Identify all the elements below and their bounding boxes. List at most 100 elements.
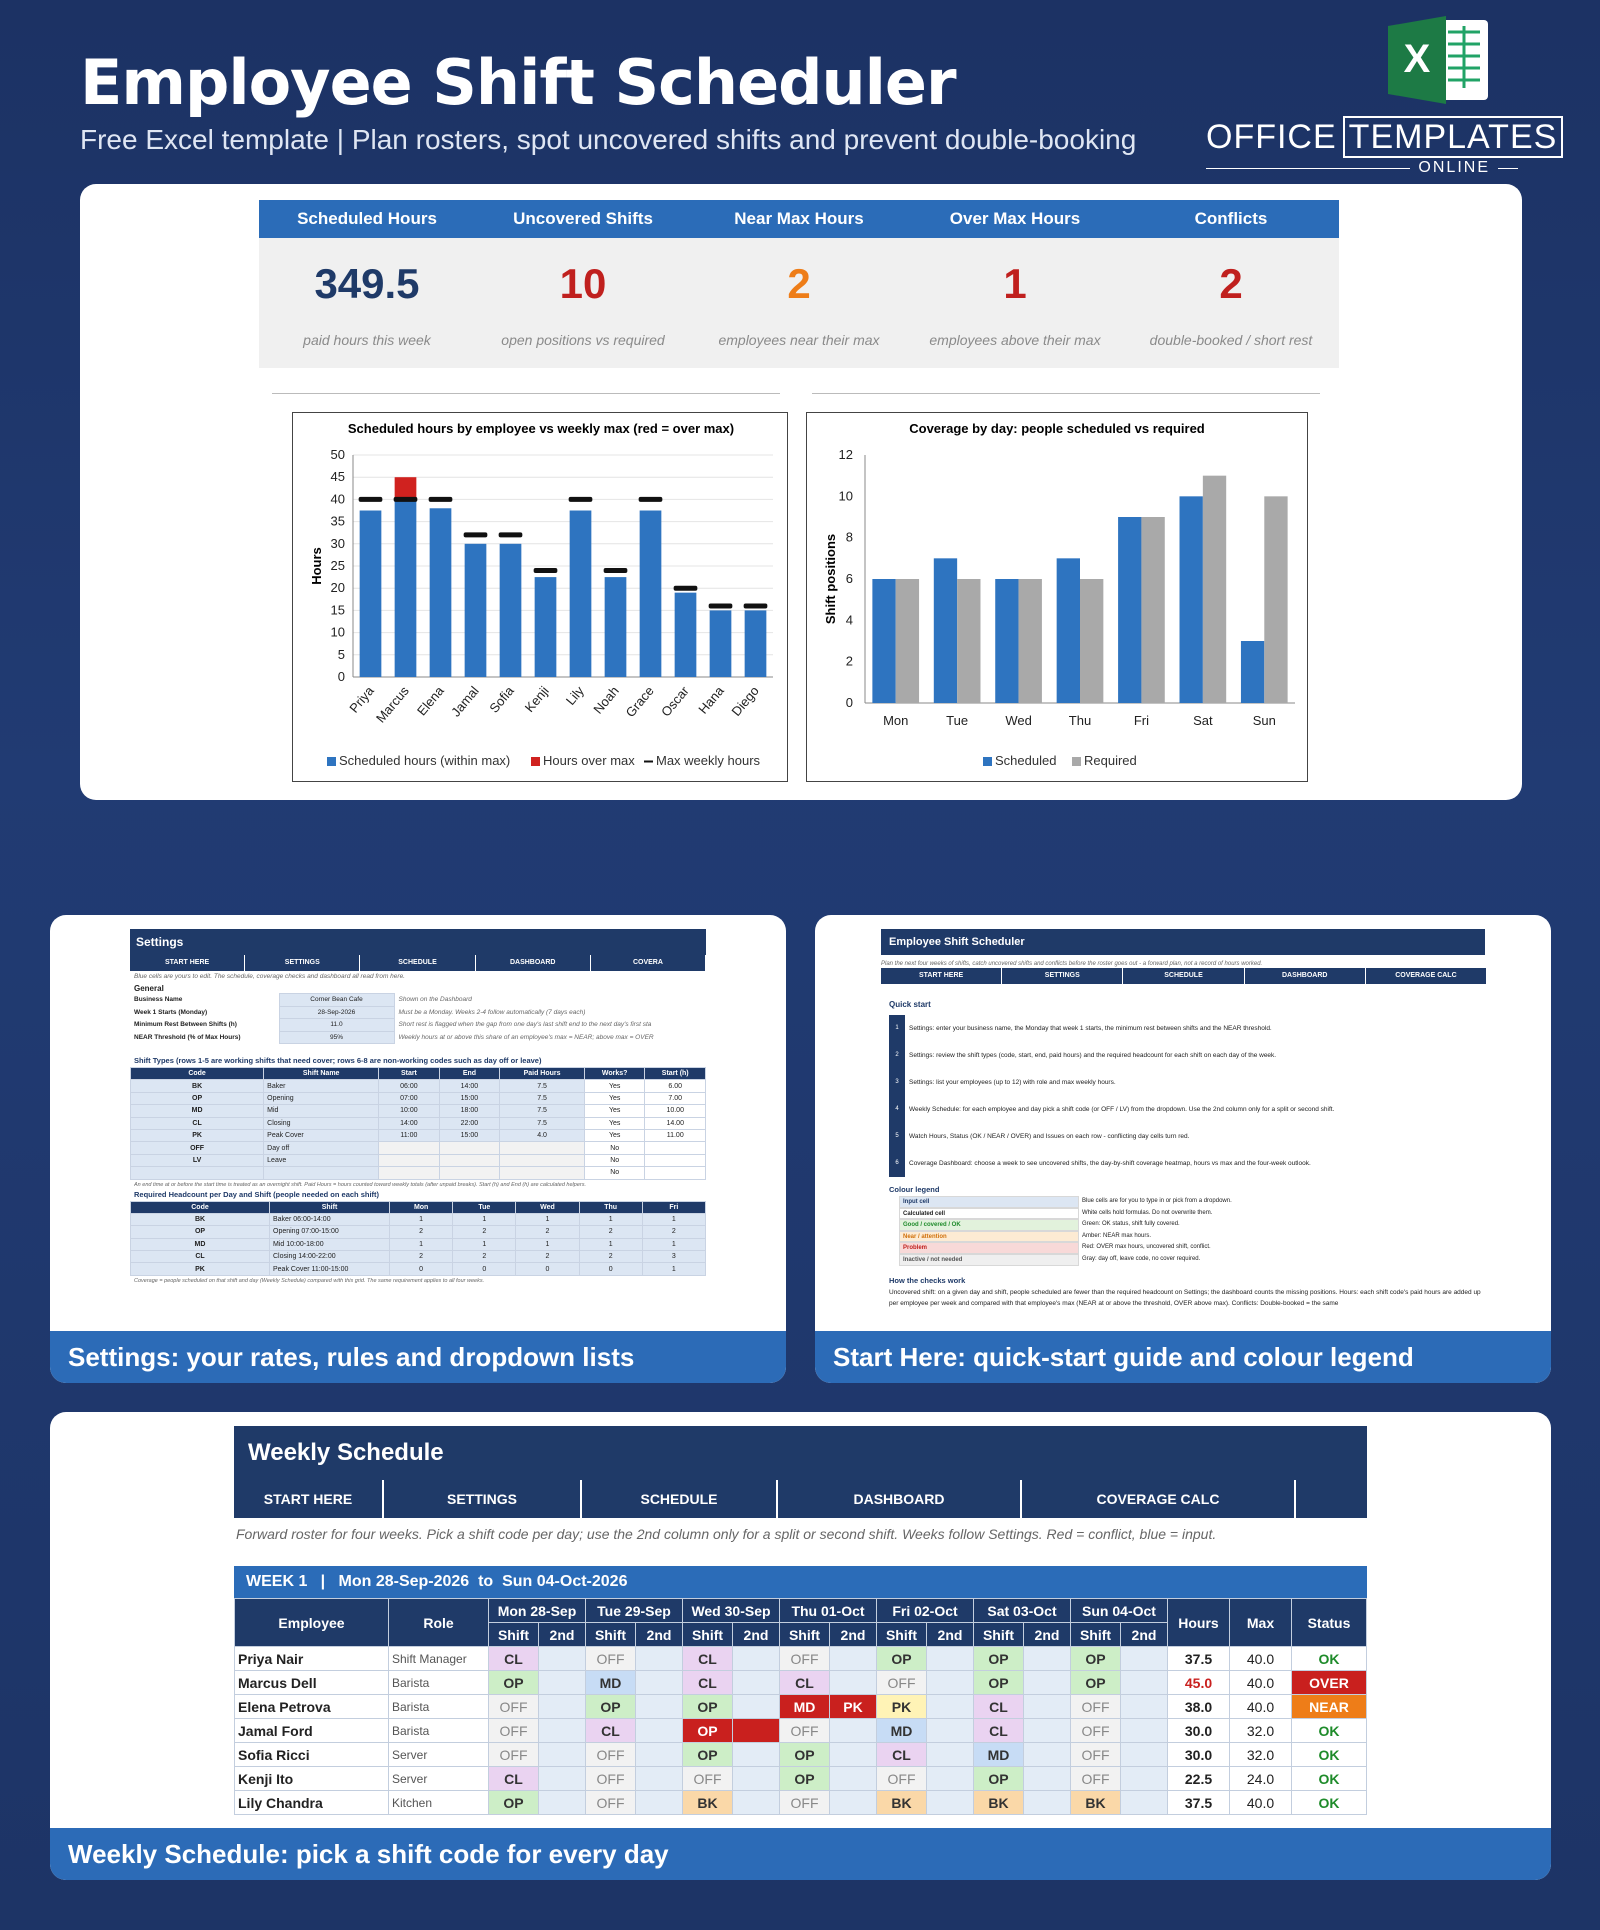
second-shift-cell[interactable] <box>538 1694 586 1719</box>
table-cell[interactable]: 2 <box>452 1250 517 1264</box>
second-shift-cell[interactable] <box>538 1646 586 1671</box>
table-cell[interactable]: Yes <box>583 1128 646 1143</box>
shift-cell[interactable]: BK <box>876 1790 927 1815</box>
second-shift-cell[interactable] <box>732 1742 780 1767</box>
shift-cell[interactable]: CL <box>585 1718 636 1743</box>
shift-cell[interactable]: OFF <box>488 1718 539 1743</box>
second-shift-cell[interactable] <box>926 1718 974 1743</box>
nav-tab[interactable]: SETTINGS <box>245 955 361 971</box>
second-shift-cell[interactable] <box>1120 1790 1168 1815</box>
shift-cell[interactable]: PK <box>876 1694 927 1719</box>
table-cell[interactable] <box>438 1141 501 1155</box>
second-shift-cell[interactable] <box>732 1670 780 1695</box>
shift-cell[interactable]: OP <box>973 1766 1024 1791</box>
second-shift-cell[interactable] <box>732 1766 780 1791</box>
shift-cell[interactable]: BK <box>1070 1790 1121 1815</box>
table-cell[interactable]: Closing 14:00-22:00 <box>268 1250 391 1264</box>
second-shift-cell[interactable] <box>1120 1694 1168 1719</box>
table-cell[interactable]: 1 <box>641 1212 707 1227</box>
table-cell[interactable] <box>499 1141 585 1155</box>
second-shift-cell[interactable] <box>1120 1742 1168 1767</box>
shift-cell[interactable]: MD <box>585 1670 636 1695</box>
nav-tab[interactable]: SCHEDULE <box>360 955 476 971</box>
table-cell[interactable]: Opening 07:00-15:00 <box>268 1225 391 1239</box>
second-shift-cell[interactable] <box>732 1646 780 1671</box>
table-cell[interactable]: 1 <box>578 1212 643 1227</box>
shift-cell[interactable]: OFF <box>1070 1742 1121 1767</box>
table-cell[interactable] <box>644 1166 706 1180</box>
table-cell[interactable] <box>378 1166 440 1180</box>
shift-cell[interactable]: OFF <box>585 1646 636 1671</box>
shift-cell[interactable]: OFF <box>876 1670 927 1695</box>
second-shift-cell[interactable] <box>538 1718 586 1743</box>
nav-tab[interactable]: DASHBOARD <box>476 955 591 971</box>
shift-cell[interactable]: CL <box>682 1646 733 1671</box>
table-cell[interactable] <box>644 1153 706 1168</box>
nav-tab[interactable]: SETTINGS <box>1002 968 1124 984</box>
table-cell[interactable]: 2 <box>515 1225 580 1239</box>
table-cell[interactable]: 0 <box>452 1262 517 1276</box>
table-cell[interactable] <box>129 1166 265 1180</box>
table-cell[interactable]: No <box>583 1153 646 1168</box>
second-shift-cell[interactable] <box>1120 1646 1168 1671</box>
second-shift-cell[interactable] <box>926 1694 974 1719</box>
nav-tab[interactable]: START HERE <box>881 968 1003 984</box>
table-cell[interactable]: 0 <box>578 1262 643 1276</box>
table-cell[interactable]: 14.00 <box>644 1116 706 1130</box>
table-cell[interactable]: Baker 06:00-14:00 <box>268 1212 391 1227</box>
nav-tab[interactable]: DASHBOARD <box>778 1480 1022 1518</box>
table-cell[interactable]: 10.00 <box>644 1104 706 1118</box>
table-cell[interactable]: OP <box>130 1225 270 1239</box>
shift-cell[interactable]: OP <box>973 1646 1024 1671</box>
table-cell[interactable]: 4.0 <box>499 1128 585 1143</box>
table-cell[interactable]: 2 <box>389 1250 454 1264</box>
table-cell[interactable]: 1 <box>389 1212 454 1227</box>
shift-cell[interactable]: OP <box>1070 1646 1121 1671</box>
table-cell[interactable]: Opening <box>263 1091 380 1106</box>
second-shift-cell[interactable] <box>635 1742 683 1767</box>
shift-cell[interactable]: MD <box>876 1718 927 1743</box>
table-cell[interactable]: 2 <box>452 1225 517 1239</box>
second-shift-cell[interactable] <box>635 1646 683 1671</box>
table-cell[interactable] <box>263 1166 380 1180</box>
table-cell[interactable]: 1 <box>515 1237 580 1252</box>
table-cell[interactable]: Baker <box>263 1079 380 1093</box>
table-cell[interactable]: OP <box>129 1091 265 1106</box>
table-cell[interactable]: 2 <box>641 1225 707 1239</box>
table-cell[interactable]: 11.00 <box>644 1128 706 1143</box>
setting-value[interactable]: 28-Sep-2026 <box>278 1005 395 1019</box>
table-cell[interactable]: BK <box>130 1212 270 1227</box>
table-cell[interactable]: Peak Cover <box>263 1128 380 1143</box>
table-cell[interactable]: OFF <box>129 1141 265 1155</box>
table-cell[interactable]: 0 <box>515 1262 580 1276</box>
shift-cell[interactable]: OFF <box>585 1766 636 1791</box>
table-cell[interactable]: 2 <box>389 1225 454 1239</box>
shift-cell[interactable]: OP <box>682 1718 733 1743</box>
nav-tab[interactable]: DASHBOARD <box>1245 968 1366 984</box>
table-cell[interactable]: 07:00 <box>378 1091 440 1106</box>
table-cell[interactable]: 1 <box>641 1237 707 1252</box>
second-shift-cell[interactable] <box>538 1670 586 1695</box>
second-shift-cell[interactable] <box>926 1790 974 1815</box>
shift-cell[interactable]: OP <box>1070 1670 1121 1695</box>
second-shift-cell[interactable] <box>926 1742 974 1767</box>
table-cell[interactable]: CL <box>129 1116 265 1130</box>
second-shift-cell[interactable] <box>1120 1718 1168 1743</box>
second-shift-cell[interactable] <box>635 1718 683 1743</box>
second-shift-cell[interactable] <box>635 1790 683 1815</box>
table-cell[interactable] <box>378 1141 440 1155</box>
nav-tab[interactable]: SCHEDULE <box>1123 968 1245 984</box>
table-cell[interactable]: 14:00 <box>378 1116 440 1130</box>
second-shift-cell[interactable] <box>829 1670 877 1695</box>
shift-cell[interactable]: OFF <box>1070 1694 1121 1719</box>
second-shift-cell[interactable] <box>1023 1718 1071 1743</box>
table-cell[interactable] <box>438 1166 501 1180</box>
table-cell[interactable] <box>499 1153 585 1168</box>
shift-cell[interactable]: OFF <box>682 1766 733 1791</box>
table-cell[interactable]: 7.00 <box>644 1091 706 1106</box>
table-cell[interactable]: 7.5 <box>499 1104 585 1118</box>
shift-cell[interactable]: OP <box>585 1694 636 1719</box>
table-cell[interactable]: Yes <box>583 1116 646 1130</box>
table-cell[interactable]: Yes <box>583 1091 646 1106</box>
second-shift-cell[interactable] <box>829 1718 877 1743</box>
